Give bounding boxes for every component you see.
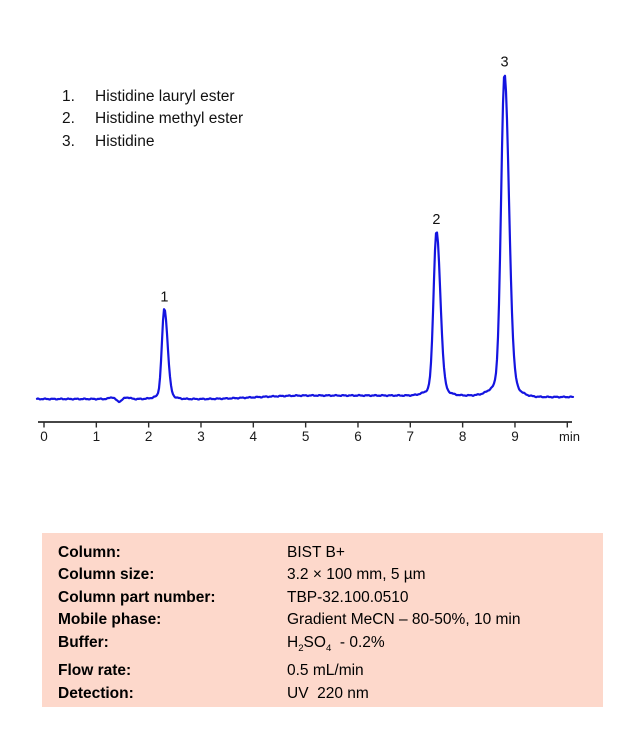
legend-item-1: 1. Histidine lauryl ester (62, 86, 243, 108)
param-row-4: Buffer: H2SO4 - 0.2% (58, 632, 595, 661)
param-row-6: Detection: UV 220 nm (58, 683, 595, 705)
param-row-5: Flow rate: 0.5 mL/min (58, 660, 595, 682)
x-axis-tick-label-9: 9 (511, 429, 519, 444)
param-value: BIST B+ (287, 544, 345, 561)
x-axis-tick-label-5: 5 (302, 429, 310, 444)
x-axis-tick-label-2: 2 (145, 429, 153, 444)
param-label: Buffer: (58, 633, 109, 651)
x-axis-tick-label-4: 4 (250, 429, 258, 444)
legend-label: Histidine lauryl ester (95, 88, 235, 105)
param-value: TBP-32.100.0510 (287, 588, 409, 606)
param-row-2: Column part number: TBP-32.100.0510 (58, 587, 595, 609)
x-axis-tick-label-8: 8 (459, 429, 467, 444)
param-label: Column size: (58, 566, 155, 584)
param-label: Column part number: (58, 588, 216, 606)
x-axis-tick-label-6: 6 (354, 429, 362, 444)
x-axis-tick-label-1: 1 (93, 429, 101, 444)
legend-label: Histidine methyl ester (95, 110, 244, 128)
param-value: UV 220 nm (287, 684, 369, 702)
peak-label-2: 2 (432, 212, 440, 228)
legend-number: 3. (62, 132, 75, 150)
axis-unit-label: min (559, 429, 580, 444)
param-label: Detection: (58, 684, 134, 702)
param-value: 0.5 mL/min (287, 662, 364, 680)
x-axis-tick-label-3: 3 (197, 429, 205, 444)
param-label: Mobile phase: (58, 611, 162, 629)
legend-label: Histidine (95, 132, 155, 150)
peak-label-1: 1 (160, 289, 168, 305)
params-table: Column: BIST B+ Column size: 3.2 × 100 mm, … (42, 533, 603, 707)
trace-line (35, 74, 575, 404)
legend-number: 2. (62, 110, 75, 128)
peak-legend: 1. Histidine lauryl ester 2. Histidine m… (62, 86, 243, 153)
param-value: H2SO4 - 0.2% (287, 633, 385, 654)
param-value: 3.2 × 100 mm, 5 µm (287, 566, 426, 584)
legend-number: 1. (62, 88, 75, 105)
param-row-1: Column size: 3.2 × 100 mm, 5 µm (58, 564, 595, 586)
chromatogram-plot: 0 1 2 3 4 5 6 7 8 9 min 1 2 3 (35, 55, 580, 444)
param-row-0: Column: BIST B+ (58, 542, 595, 564)
param-value: Gradient MeCN – 80-50%, 10 min (287, 611, 521, 629)
x-axis-tick-label-0: 0 (40, 429, 48, 444)
legend-item-2: 2. Histidine methyl ester (62, 108, 243, 130)
param-label: Flow rate: (58, 662, 132, 680)
legend-item-3: 3. Histidine (62, 131, 243, 153)
param-label: Column: (58, 544, 121, 561)
param-row-3: Mobile phase: Gradient MeCN – 80-50%, 10 … (58, 609, 595, 631)
x-axis-tick-label-7: 7 (407, 429, 415, 444)
peak-label-3: 3 (500, 55, 508, 71)
